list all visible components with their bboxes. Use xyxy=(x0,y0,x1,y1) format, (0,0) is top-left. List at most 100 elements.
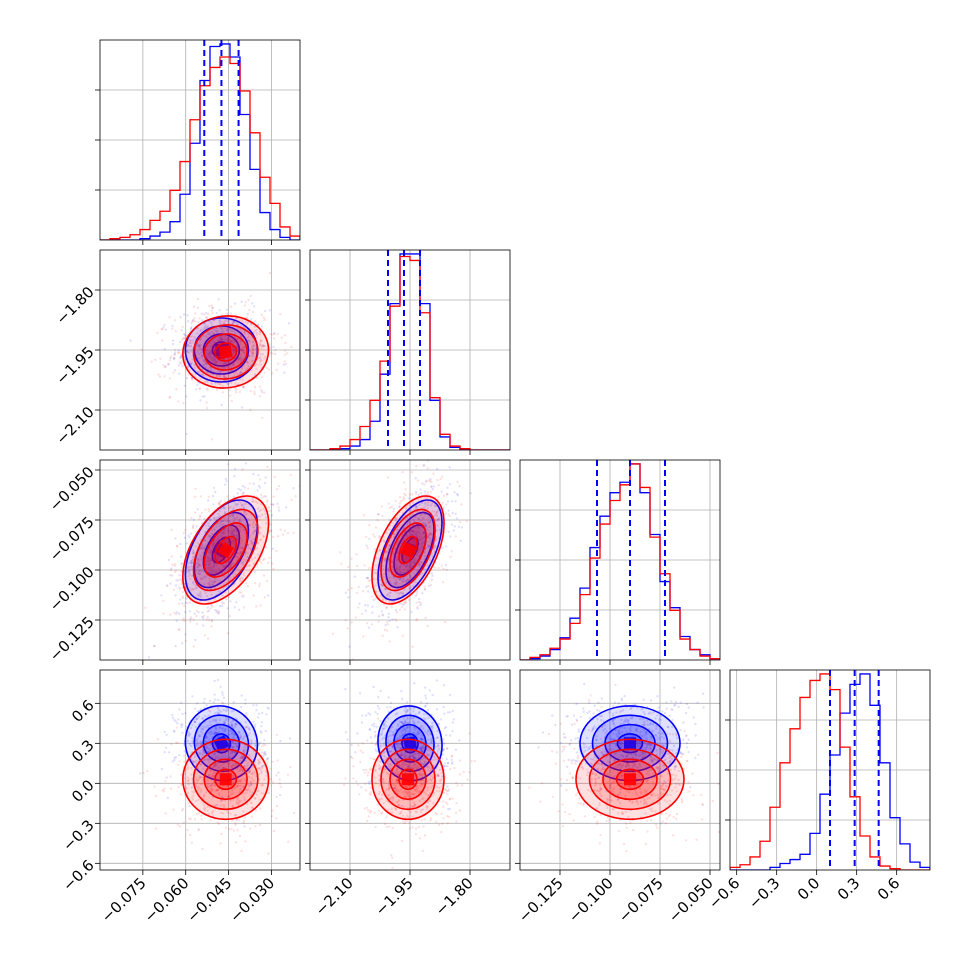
sample-point-series-0 xyxy=(393,532,396,536)
sample-point-series-1 xyxy=(426,521,430,524)
sample-point-series-0 xyxy=(241,547,244,550)
sample-point-series-0 xyxy=(423,536,426,539)
sample-point-series-1 xyxy=(173,348,177,352)
sample-point-series-1 xyxy=(215,732,218,735)
sample-point-series-1 xyxy=(204,791,208,794)
sample-point-series-1 xyxy=(208,550,212,553)
sample-point-series-0 xyxy=(193,755,197,759)
sample-point-series-0 xyxy=(189,601,192,604)
sample-point-series-0 xyxy=(239,359,243,362)
sample-point-series-0 xyxy=(279,739,282,743)
sample-point-series-0 xyxy=(243,798,246,802)
sample-point-series-0 xyxy=(389,750,392,753)
sample-point-series-0 xyxy=(424,524,427,527)
sample-point-series-0 xyxy=(441,546,444,549)
sample-point-series-1 xyxy=(238,759,242,762)
sample-point-series-1 xyxy=(235,360,239,363)
sample-point-series-1 xyxy=(426,496,429,500)
sample-point-series-0 xyxy=(382,736,385,739)
sample-point-series-0 xyxy=(219,322,222,325)
sample-point-series-1 xyxy=(202,334,205,338)
sample-point-series-0 xyxy=(207,714,210,717)
sample-point-series-1 xyxy=(277,362,280,365)
sample-point-series-1 xyxy=(179,773,183,776)
sample-point-series-0 xyxy=(446,764,449,768)
sample-point-series-1 xyxy=(409,574,412,577)
sample-point-series-0 xyxy=(180,555,183,558)
sample-point-series-0 xyxy=(231,750,234,754)
sample-point-series-0 xyxy=(219,726,222,729)
sample-point-series-0 xyxy=(203,539,207,542)
sample-point-series-1 xyxy=(209,784,213,787)
sample-point-series-0 xyxy=(223,720,226,723)
sample-point-series-0 xyxy=(232,329,235,332)
sample-point-series-0 xyxy=(240,694,243,697)
sample-point-series-1 xyxy=(210,323,214,326)
sample-point-series-0 xyxy=(224,362,227,365)
sample-point-series-1 xyxy=(195,778,199,781)
sample-point-series-1 xyxy=(423,585,426,588)
sample-point-series-1 xyxy=(176,741,179,744)
sample-point-series-0 xyxy=(184,712,187,715)
sample-point-series-1 xyxy=(211,773,215,776)
sample-point-series-0 xyxy=(431,574,434,577)
sample-point-series-0 xyxy=(388,591,391,595)
sample-point-series-0 xyxy=(423,513,426,516)
sample-point-series-0 xyxy=(204,562,207,565)
sample-point-series-0 xyxy=(406,726,410,729)
sample-point-series-0 xyxy=(391,731,395,734)
sample-point-series-1 xyxy=(436,524,439,527)
sample-point-series-0 xyxy=(237,730,241,734)
sample-point-series-0 xyxy=(389,762,392,765)
sample-point-series-0 xyxy=(393,518,397,522)
sample-point-series-0 xyxy=(412,716,415,719)
sample-point-series-1 xyxy=(222,803,226,807)
sample-point-series-0 xyxy=(218,735,221,738)
sample-point-series-1 xyxy=(242,792,246,795)
sample-point-series-0 xyxy=(179,353,183,356)
sample-point-series-0 xyxy=(239,561,243,564)
panel-frame xyxy=(99,459,301,661)
sample-point-series-0 xyxy=(242,737,245,741)
sample-point-series-0 xyxy=(221,755,224,758)
sample-point-series-1 xyxy=(259,478,262,481)
sample-point-series-0 xyxy=(254,761,257,764)
sample-point-series-1 xyxy=(286,531,290,535)
sample-point-series-1 xyxy=(220,320,224,323)
sample-point-series-0 xyxy=(218,766,221,769)
sample-point-series-1 xyxy=(186,791,189,794)
sample-point-series-1 xyxy=(228,750,231,753)
sample-point-series-0 xyxy=(196,741,199,744)
sample-point-series-0 xyxy=(206,381,209,384)
sample-point-series-0 xyxy=(199,595,203,598)
sample-point-series-0 xyxy=(191,723,194,727)
sample-point-series-0 xyxy=(424,694,427,697)
sample-point-series-1 xyxy=(259,343,262,347)
sample-point-series-1 xyxy=(161,789,164,792)
sample-point-series-0 xyxy=(209,353,213,356)
sample-point-series-0 xyxy=(423,666,425,668)
sample-point-series-0 xyxy=(412,529,415,533)
sample-point-series-0 xyxy=(242,748,245,752)
sample-point-series-1 xyxy=(241,348,245,352)
sample-point-series-1 xyxy=(251,772,254,776)
sample-point-series-0 xyxy=(414,558,417,562)
sample-point-series-0 xyxy=(202,547,206,550)
sample-point-series-1 xyxy=(401,471,404,474)
sample-point-series-0 xyxy=(384,720,387,723)
sample-point-series-1 xyxy=(243,819,246,823)
sample-point-series-1 xyxy=(190,767,193,770)
sample-point-series-1 xyxy=(362,635,365,638)
sample-point-series-1 xyxy=(261,744,264,748)
sample-point-series-1 xyxy=(182,619,185,622)
sample-point-series-1 xyxy=(418,532,422,536)
sample-point-series-0 xyxy=(207,609,210,612)
sample-point-series-0 xyxy=(197,344,201,347)
sample-point-series-0 xyxy=(399,578,402,581)
sample-point-series-0 xyxy=(230,724,233,727)
sample-point-series-1 xyxy=(249,547,252,550)
sample-point-series-1 xyxy=(273,475,276,479)
sample-point-series-0 xyxy=(199,351,203,354)
sample-point-series-0 xyxy=(214,580,217,583)
sample-point-series-0 xyxy=(253,725,257,728)
